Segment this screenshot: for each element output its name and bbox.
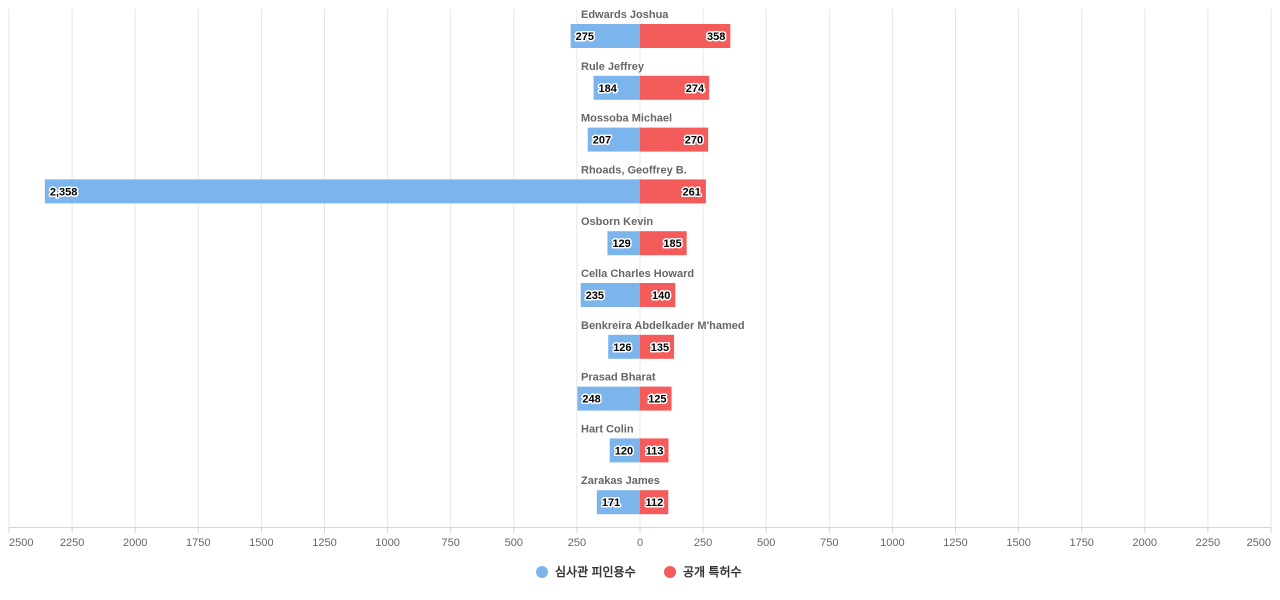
x-tick-label: 1000 (880, 537, 904, 549)
data-label-left: 184 (599, 83, 618, 95)
x-tick-label: 0 (637, 537, 643, 549)
bar-left[interactable] (609, 438, 640, 463)
x-tick-label: 1500 (1006, 537, 1030, 549)
x-tick-label: 2500 (9, 537, 33, 549)
x-tick-label: 1250 (943, 537, 967, 549)
legend-marker-icon (536, 566, 548, 578)
data-label-left: 120 (615, 445, 633, 457)
data-label-right: 125 (648, 394, 666, 406)
data-label-left: 171 (602, 497, 620, 509)
x-tick-label: 750 (442, 537, 460, 549)
data-label-right: 261 (683, 186, 701, 198)
data-label-left: 248 (582, 394, 600, 406)
x-tick-label: 750 (820, 537, 838, 549)
bar-right[interactable] (640, 386, 672, 411)
data-label-right: 358 (707, 31, 725, 43)
x-tick-label: 2000 (123, 537, 147, 549)
bar-left[interactable] (593, 75, 640, 100)
legend: 심사관 피인용수 공개 특허수 (536, 564, 742, 579)
category-label: Benkreira Abdelkader M'hamed (581, 320, 745, 332)
bar-left[interactable] (580, 283, 640, 307)
legend-item[interactable]: 공개 특허수 (664, 564, 742, 579)
x-tick-label: 1750 (186, 537, 210, 549)
x-tick-label: 250 (568, 537, 586, 549)
data-label-right: 113 (646, 445, 664, 457)
bar-right[interactable] (640, 438, 669, 463)
category-label: Prasad Bharat (581, 372, 656, 384)
data-label-left: 275 (576, 31, 594, 43)
x-tick-label: 1750 (1069, 537, 1093, 549)
bar-right[interactable] (640, 127, 709, 152)
x-tick-label: 2500 (1247, 537, 1271, 549)
bar-right[interactable] (640, 283, 676, 307)
x-tick-label: 500 (505, 537, 523, 549)
bar-left[interactable] (577, 386, 640, 411)
legend-label: 심사관 피인용수 (555, 564, 636, 579)
data-label-right: 270 (685, 135, 703, 147)
category-label: Cella Charles Howard (581, 268, 694, 280)
bar-left[interactable] (44, 179, 640, 204)
data-label-right: 135 (651, 342, 669, 354)
data-label-left: 2,358 (50, 186, 78, 198)
bar-right[interactable] (640, 24, 731, 48)
category-label: Edwards Joshua (581, 9, 669, 21)
x-tick-label: 2000 (1133, 537, 1157, 549)
x-tick-label: 250 (694, 537, 712, 549)
data-label-left: 207 (593, 135, 611, 147)
x-tick-label: 1250 (312, 537, 336, 549)
bar-left[interactable] (587, 127, 640, 152)
category-label: Rule Jeffrey (581, 61, 645, 73)
x-tick-label: 1000 (375, 537, 399, 549)
legend-marker-icon (664, 566, 676, 578)
data-label-right: 112 (646, 497, 664, 509)
bar-left[interactable] (596, 490, 640, 515)
category-label: Mossoba Michael (581, 113, 672, 125)
bar-right[interactable] (640, 490, 669, 515)
legend-label: 공개 특허수 (683, 564, 742, 579)
bar-right[interactable] (640, 75, 710, 100)
category-label: Hart Colin (581, 423, 634, 435)
data-label-right: 185 (663, 238, 681, 250)
x-axis-ticks: 2500 2250 2000 1750 1500 1250 1000 750 500 250 0 25… (8, 527, 1272, 549)
bar-left[interactable] (608, 334, 640, 359)
bar-right[interactable] (640, 179, 706, 204)
bar-left[interactable] (607, 231, 640, 256)
x-tick-label: 2250 (60, 537, 84, 549)
data-label-right: 274 (686, 83, 705, 95)
x-tick-label: 1500 (249, 537, 273, 549)
legend-item[interactable]: 심사관 피인용수 (536, 564, 636, 579)
data-label-left: 235 (586, 290, 604, 302)
bar-right[interactable] (640, 334, 675, 359)
category-label: Zarakas James (581, 475, 660, 487)
category-label: Osborn Kevin (581, 216, 653, 228)
data-label-right: 140 (652, 290, 670, 302)
data-label-left: 126 (613, 342, 631, 354)
x-tick-label: 2250 (1196, 537, 1220, 549)
category-label: Rhoads, Geoffrey B. (581, 164, 687, 176)
data-label-left: 129 (612, 238, 630, 250)
bars: Edwards Joshua 275 358 Rule Jeffrey 184 274 Mo… (44, 9, 745, 515)
bar-right[interactable] (640, 231, 687, 256)
bar-left[interactable] (570, 24, 640, 48)
x-tick-label: 500 (757, 537, 775, 549)
